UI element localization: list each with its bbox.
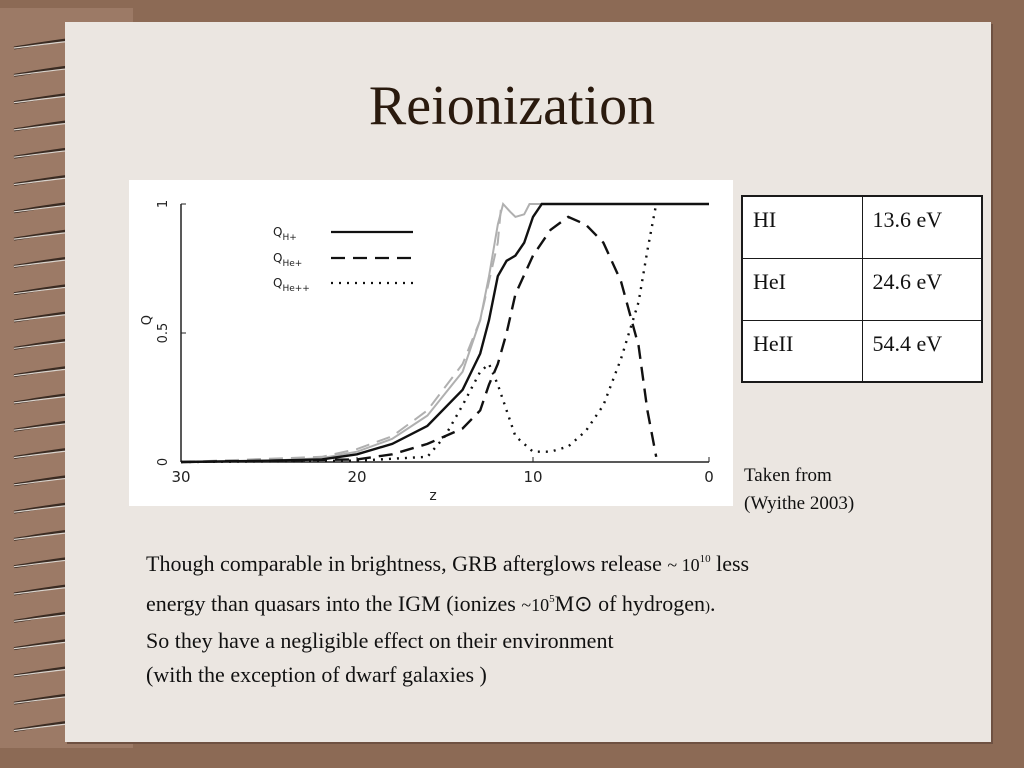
y-axis-label: Q <box>140 315 155 325</box>
x-tick-label: 10 <box>523 468 542 486</box>
ionization-energy-table: HI 13.6 eV HeI 24.6 eV HeII 54.4 eV <box>741 195 983 383</box>
body-line-1-end: less <box>716 551 750 576</box>
x-axis-label: z <box>429 488 436 504</box>
body-line-4: (with the exception of dwarf galaxies ) <box>146 662 487 687</box>
x-tick-label: 30 <box>171 468 190 486</box>
legend-label: QHe++ <box>273 276 310 294</box>
energy-ratio-exponent: 10 <box>699 553 711 565</box>
reionization-chart: 30 20 10 0 0 0.5 1 z Q QH+ QHe+ QHe++ <box>140 200 714 504</box>
credit-line-1: Taken from <box>744 465 832 486</box>
energy-cell: 54.4 eV <box>861 319 983 383</box>
series-line-0 <box>180 202 709 464</box>
series-line-3 <box>180 201 709 463</box>
energy-ratio: ~ 1010 <box>667 542 710 582</box>
legend-label: QHe+ <box>273 251 302 269</box>
ion-cell: HeII <box>741 319 863 383</box>
body-line-1: Though comparable in brightness, GRB aft… <box>146 542 749 582</box>
series-line-2 <box>180 203 658 464</box>
series-line-4 <box>180 203 503 463</box>
mass-estimate-exponent: 5 <box>549 593 555 605</box>
y-tick-label: 0 <box>156 458 171 466</box>
y-tick-label: 1 <box>156 200 171 208</box>
energy-cell: 24.6 eV <box>861 257 983 321</box>
table-row: HeII 54.4 eV <box>741 319 983 383</box>
figure-credit: Taken from (Wyithe 2003) <box>744 462 854 518</box>
body-line-2-mass: M⊙ of hydrogen <box>554 591 706 616</box>
mass-estimate-base: ~10 <box>521 595 550 615</box>
ion-cell: HeI <box>741 257 863 321</box>
body-line-2-paren: ) <box>705 599 711 615</box>
mass-estimate: ~105 <box>521 582 554 622</box>
x-tick-label: 20 <box>347 468 366 486</box>
table-row: HI 13.6 eV <box>741 195 983 259</box>
page-title: Reionization <box>368 75 656 137</box>
series-line-1 <box>180 215 658 464</box>
body-line-3: So they have a negligible effect on thei… <box>146 628 614 653</box>
table-row: HeI 24.6 eV <box>741 257 983 321</box>
energy-ratio-base: ~ 10 <box>667 555 700 575</box>
body-line-2-end: . <box>710 591 716 616</box>
energy-cell: 13.6 eV <box>861 195 983 259</box>
chart-panel: 30 20 10 0 0 0.5 1 z Q QH+ QHe+ QHe++ <box>129 180 733 506</box>
body-line-2: energy than quasars into the IGM (ionize… <box>146 582 749 624</box>
body-text: Though comparable in brightness, GRB aft… <box>146 542 749 692</box>
y-tick-label: 0.5 <box>156 323 171 344</box>
body-line-2-text: energy than quasars into the IGM (ionize… <box>146 591 516 616</box>
ion-cell: HI <box>741 195 863 259</box>
legend-label: QH+ <box>273 225 297 243</box>
credit-line-2: (Wyithe 2003) <box>744 493 855 514</box>
body-line-1-text: Though comparable in brightness, GRB aft… <box>146 551 662 576</box>
x-tick-label: 0 <box>704 468 714 486</box>
